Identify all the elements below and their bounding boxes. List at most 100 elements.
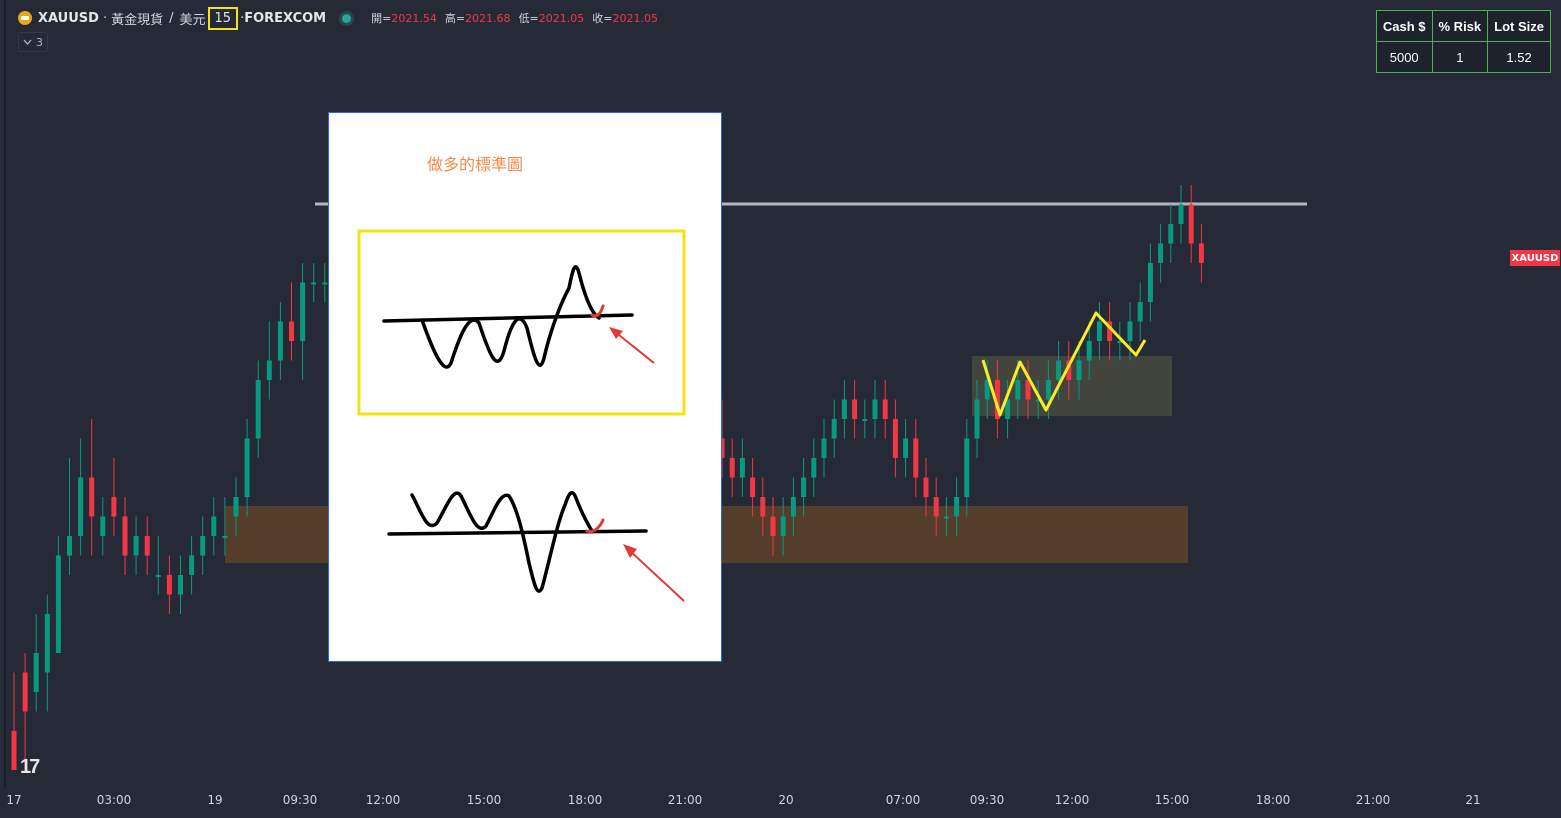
candle-body (1107, 321, 1113, 341)
candle-body (1127, 321, 1133, 341)
candle-body (1147, 263, 1153, 302)
candle-body (821, 438, 827, 458)
candle-body (144, 536, 150, 556)
gold-logo-icon (18, 11, 32, 25)
candle-body (1035, 399, 1041, 402)
candle-body (811, 458, 817, 478)
pattern-sketch (357, 229, 686, 602)
arrow-1-head (609, 327, 623, 339)
candle-body (122, 516, 128, 556)
candle-body (178, 575, 183, 595)
candle-body (311, 282, 317, 285)
candle-body (55, 555, 61, 653)
time-label: 17 (6, 793, 22, 807)
highlight-box (357, 229, 686, 416)
arrow-1-shaft (613, 330, 655, 364)
risk-value-cash: 5000 (1375, 41, 1433, 73)
candle-body (994, 380, 1000, 419)
candle-body (862, 419, 868, 421)
candle-body (1045, 380, 1051, 400)
candle-body (11, 731, 17, 770)
candle-body (22, 672, 28, 712)
pattern-curve-2 (410, 490, 594, 593)
symbol-name: 黃金現貨 (111, 12, 164, 28)
indicators-toggle-button[interactable]: 3 (18, 32, 48, 52)
candle-body (1096, 321, 1102, 341)
candles-group (11, 185, 1204, 770)
risk-header-cash: Cash $ (1375, 10, 1433, 42)
candle-body (760, 497, 766, 517)
candle-body (954, 497, 960, 517)
time-label: 18:00 (567, 793, 603, 807)
candle-body (739, 458, 745, 478)
w-pattern-drawing[interactable] (981, 311, 1147, 417)
candle-body (1198, 243, 1204, 263)
candle-body (852, 399, 858, 419)
time-label: 18:00 (1255, 793, 1291, 807)
breakout-line-1 (382, 313, 634, 323)
candle-body (943, 516, 949, 519)
candle-body (1178, 204, 1184, 224)
candle-body (211, 516, 217, 536)
time-label: 21 (1465, 793, 1481, 807)
ohlc-open: 開=2021.54 (371, 12, 437, 25)
candle-body (892, 419, 898, 458)
candle-body (882, 399, 888, 419)
time-label: 15:00 (1154, 793, 1190, 807)
candle-body (801, 477, 807, 497)
candle-body (33, 653, 39, 692)
candle-body (1137, 302, 1143, 322)
chart-canvas[interactable] (0, 0, 1561, 788)
header-separator-2: · (240, 10, 245, 26)
candle-body (750, 477, 756, 497)
time-label: 09:30 (282, 793, 318, 807)
time-label: 12:00 (1054, 793, 1090, 807)
time-label: 15:00 (466, 793, 502, 807)
exchange-name: FOREXCOM (244, 10, 327, 26)
timeframe-selector[interactable]: 15 (207, 6, 239, 30)
candle-body (44, 614, 50, 673)
chevron-down-icon (23, 39, 32, 45)
market-status-icon (342, 13, 352, 23)
risk-header-percent: % Risk (1431, 10, 1489, 42)
arrow-2-shaft (628, 549, 685, 602)
arrow-2-head (623, 544, 637, 558)
candle-body (780, 516, 786, 536)
candle-body (729, 458, 735, 478)
candle-body (1076, 360, 1082, 380)
symbol-ticker[interactable]: XAUUSD (38, 10, 99, 26)
header-slash: / (169, 10, 174, 26)
candle-body (100, 516, 106, 536)
long-setup-overlay-image[interactable]: 做多的標準圖 (328, 112, 722, 662)
retest-mark-2 (585, 518, 605, 533)
indicator-count: 3 (36, 35, 43, 49)
candle-body (1117, 341, 1123, 343)
candle-body (166, 575, 172, 595)
candle-body (222, 536, 228, 538)
candle-body (841, 399, 847, 419)
price-axis-label: XAUUSD (1510, 250, 1560, 266)
ohlc-high: 高=2021.68 (444, 12, 511, 25)
candle-body (1158, 243, 1164, 263)
candle-body (1188, 204, 1194, 244)
time-label: 21:00 (667, 793, 703, 807)
candle-body (913, 438, 919, 478)
symbol-header: XAUUSD · 黃金現貨 / 美元 15 · FOREXCOM 開=2021.… (18, 6, 666, 30)
candle-body (155, 575, 161, 577)
time-label: 03:00 (96, 793, 132, 807)
overlay-title: 做多的標準圖 (427, 155, 524, 174)
candle-body (933, 497, 939, 517)
candle-body (255, 380, 261, 439)
candle-body (233, 497, 239, 517)
time-label: 07:00 (885, 793, 921, 807)
time-label: 21:00 (1355, 793, 1391, 807)
candle-body (266, 360, 272, 380)
tradingview-logo[interactable]: 17 (20, 756, 40, 778)
candle-body (1005, 399, 1011, 419)
time-axis[interactable]: 17 03:00 19 09:30 12:00 15:00 18:00 21:0… (0, 788, 1561, 818)
pattern-curve-1 (420, 265, 601, 369)
candle-body (89, 477, 95, 517)
candle-body (1086, 341, 1092, 361)
candle-body (322, 282, 328, 285)
